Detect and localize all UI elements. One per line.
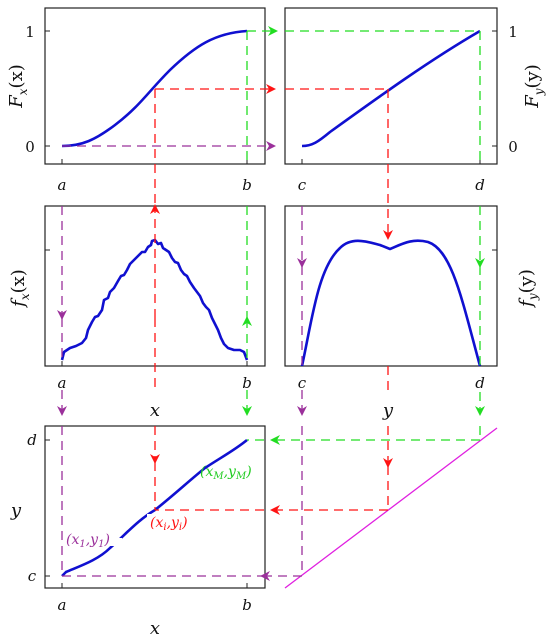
mirror-line — [284, 427, 498, 589]
panel-Fy-frame — [284, 7, 498, 165]
cdf-y-curve — [301, 29, 481, 148]
fx-ylabel: fx(x) — [8, 269, 32, 309]
fy-xtick-c: c — [298, 374, 307, 392]
map-ytick-d: d — [27, 431, 37, 449]
cdf-x-curve — [61, 29, 248, 148]
Fx-ylabel: Fx(x) — [6, 64, 30, 108]
fx-xtick-b: b — [242, 374, 252, 392]
annotation-last-point: (xM,yM) — [200, 464, 252, 482]
map-xtick-a: a — [58, 596, 67, 614]
map-xtick-b: b — [242, 596, 252, 614]
map-xlabel: x — [150, 618, 160, 639]
fy-xtick-d: d — [475, 374, 485, 392]
Fy-xtick-c: c — [298, 176, 307, 194]
red-guides — [150, 84, 393, 515]
Fy-ytick-1: 1 — [508, 23, 518, 41]
pdf-y-curve — [300, 239, 482, 367]
Fy-xtick-d: d — [475, 176, 485, 194]
fy-xlabel-y: y — [382, 400, 394, 421]
map-ytick-c: c — [28, 567, 37, 585]
green-guides — [242, 26, 485, 445]
Fy-ytick-0: 0 — [508, 138, 518, 156]
Fy-ylabel: Fy(y) — [522, 64, 546, 109]
Fx-xtick-b: b — [242, 176, 252, 194]
tick-marks — [45, 30, 497, 588]
annotation-first-point: (x1,y1) — [66, 532, 110, 550]
Fx-ytick-0: 0 — [25, 138, 35, 156]
fx-xlabel-x: x — [150, 400, 160, 421]
fx-xtick-a: a — [58, 374, 67, 392]
purple-guides — [57, 141, 307, 581]
Fx-xtick-a: a — [58, 176, 67, 194]
label-gap-first — [100, 538, 122, 546]
Fx-ytick-1: 1 — [25, 23, 35, 41]
map-ylabel: y — [10, 500, 22, 521]
fy-ylabel: fy(y) — [516, 269, 540, 309]
annotation-ith-point: (xi,yi) — [150, 515, 188, 533]
label-gap-ith — [147, 514, 161, 522]
panel-fy-frame — [284, 205, 498, 367]
